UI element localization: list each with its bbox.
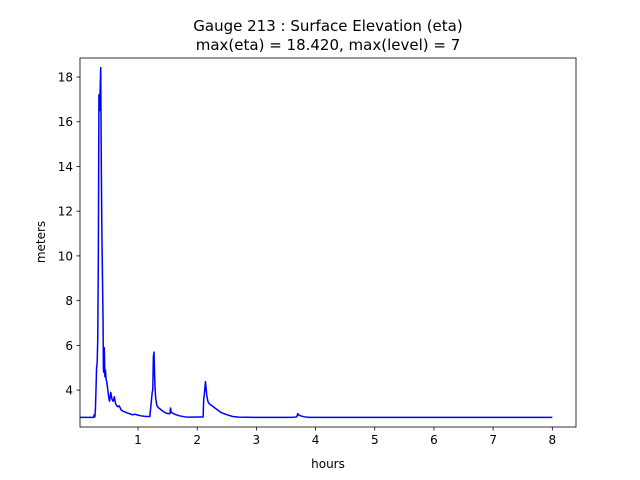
y-tick-label: 6 [65, 339, 73, 353]
y-tick-label: 4 [65, 384, 73, 398]
plot-area [79, 57, 577, 428]
y-tick-label: 14 [58, 160, 73, 174]
plot-frame [79, 57, 577, 428]
x-tick-label: 3 [253, 433, 261, 447]
x-tick-label: 2 [193, 433, 201, 447]
y-tick-label: 16 [58, 115, 73, 129]
y-tick-label: 18 [58, 71, 73, 85]
x-tick-label: 8 [549, 433, 557, 447]
y-tick-label: 12 [58, 205, 73, 219]
x-tick-label: 6 [430, 433, 438, 447]
x-axis: 1 2 3 4 5 6 7 8 [134, 427, 556, 447]
y-tick-label: 10 [58, 249, 73, 263]
y-tick-label: 8 [65, 294, 73, 308]
x-axis-label: hours [311, 457, 345, 471]
series-line-1 [80, 66, 553, 419]
y-axis: 4 6 8 10 12 14 16 18 [58, 71, 80, 398]
chart-title: Gauge 213 : Surface Elevation (eta) [193, 17, 462, 35]
y-axis-label: meters [34, 221, 48, 263]
x-tick-label: 1 [134, 433, 142, 447]
chart-subtitle: max(eta) = 18.420, max(level) = 7 [196, 36, 461, 54]
x-tick-label: 7 [489, 433, 497, 447]
x-tick-label: 4 [312, 433, 320, 447]
x-tick-label: 5 [371, 433, 379, 447]
